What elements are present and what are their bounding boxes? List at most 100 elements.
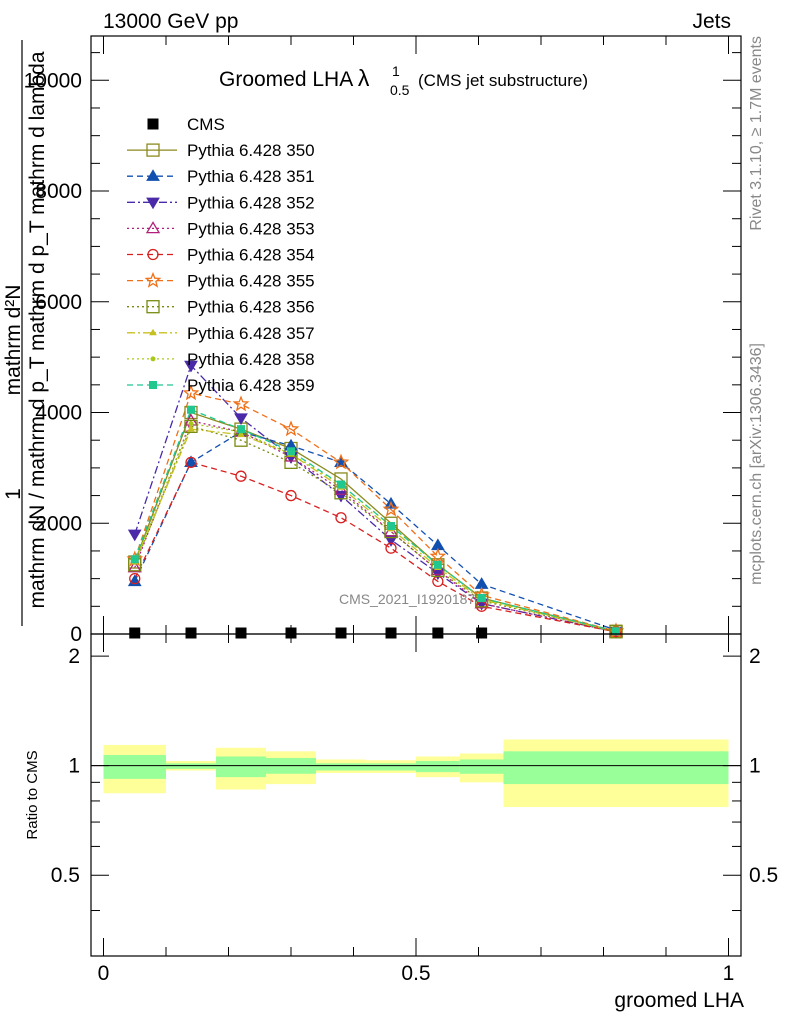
legend-marker <box>146 197 160 210</box>
ratio-band-inner <box>316 763 366 771</box>
legend-label: Pythia 6.428 354 <box>187 246 315 265</box>
main-y-tick-labels: 0 2000 4000 6000 8000 10000 <box>24 69 82 646</box>
data-point-CMS <box>335 627 347 639</box>
data-point-352 <box>127 529 142 542</box>
data-point-354 <box>185 456 197 469</box>
title-note: (CMS jet substructure) <box>418 71 588 90</box>
legend-label: Pythia 6.428 350 <box>187 141 315 160</box>
y-tick-label: 4000 <box>35 402 82 425</box>
data-point-355 <box>429 547 447 564</box>
ratio-panel: 0.5 0.51 12 2 0 0.5 1 <box>51 633 778 985</box>
legend-marker <box>150 356 156 362</box>
data-point-357 <box>187 425 195 432</box>
rivet-label: Rivet 3.1.10, ≥ 1.7M events <box>748 36 765 231</box>
legend-item-353: Pythia 6.428 353 <box>127 219 315 238</box>
y-label-top: 1 <box>2 488 25 500</box>
data-point-354 <box>235 470 247 482</box>
data-point-359 <box>433 560 442 569</box>
legend: CMS Pythia 6.428 350 Pythia 6.428 351 Pythi… <box>127 115 315 395</box>
title-sup: 1 <box>392 63 400 79</box>
ratio-x-tick-label: 1 <box>723 962 735 985</box>
ratio-axis-ticks <box>91 634 741 956</box>
data-point-359 <box>477 594 486 603</box>
y-tick-label: 8000 <box>35 180 82 203</box>
legend-marker <box>147 118 159 130</box>
data-point-352 <box>234 413 248 426</box>
category-label: Jets <box>692 10 731 33</box>
legend-label: Pythia 6.428 356 <box>187 298 315 317</box>
title-main: Groomed LHA <box>219 68 358 91</box>
data-point-359 <box>187 405 195 414</box>
legend-item-CMS: CMS <box>147 115 225 134</box>
data-point-359 <box>387 522 395 531</box>
main-panel: 0 2000 4000 6000 8000 10000 <box>24 35 742 646</box>
legend-marker <box>146 300 160 314</box>
ratio-y-tick-label-right: 1 <box>749 755 761 778</box>
legend-marker <box>149 381 157 389</box>
data-point-CMS <box>129 627 141 639</box>
legend-item-352: Pythia 6.428 352 <box>127 193 315 212</box>
legend-label: CMS <box>187 115 225 134</box>
legend-label: Pythia 6.428 358 <box>187 350 315 369</box>
ratio-band-inner <box>416 760 460 773</box>
beam-label: 13000 GeV pp <box>103 10 238 33</box>
data-point-358 <box>188 421 194 427</box>
x-axis-label: groomed LHA <box>614 989 744 1012</box>
title-sub: 0.5 <box>390 82 410 98</box>
data-point-354 <box>285 489 297 502</box>
ratio-band-inner <box>216 756 266 778</box>
y-label-numerator: mathrm d²N <box>2 285 25 396</box>
legend-label: Pythia 6.428 359 <box>187 376 315 395</box>
y-tick-label: 6000 <box>35 291 82 314</box>
data-point-359 <box>612 627 620 636</box>
legend-marker <box>146 143 160 157</box>
data-point-355 <box>282 420 300 437</box>
data-point-353 <box>127 560 142 573</box>
y-tick-label: 0 <box>70 623 82 646</box>
legend-item-359: Pythia 6.428 359 <box>127 376 315 395</box>
series-markers <box>126 360 625 639</box>
data-point-354 <box>129 572 141 585</box>
ratio-band-inner <box>103 754 166 779</box>
legend-label: Pythia 6.428 357 <box>187 324 315 343</box>
data-point-359 <box>287 447 295 456</box>
data-point-CMS <box>476 627 488 639</box>
svg-text:Groomed LHA λ: Groomed LHA λ <box>219 65 370 91</box>
analysis-watermark: CMS_2021_I1920187 <box>339 591 475 607</box>
data-point-352 <box>184 360 198 373</box>
data-point-CMS <box>185 627 197 639</box>
ratio-y-tick-label-right: 0.5 <box>749 864 778 887</box>
data-point-CMS <box>432 627 444 639</box>
ratio-x-tick-labels: 0 0.5 1 <box>98 962 735 985</box>
legend-item-355: Pythia 6.428 355 <box>127 272 315 291</box>
legend-item-357: Pythia 6.428 357 <box>127 324 315 343</box>
legend-label: Pythia 6.428 355 <box>187 272 315 291</box>
ratio-y-axis-label: Ratio to CMS <box>24 750 41 839</box>
ratio-band-inner <box>366 763 416 771</box>
ratio-bands <box>103 739 729 807</box>
legend-marker <box>144 271 162 288</box>
series-line-353 <box>134 420 617 633</box>
legend-marker <box>147 248 159 261</box>
legend-item-354: Pythia 6.428 354 <box>127 246 315 265</box>
data-point-356 <box>609 625 623 639</box>
data-point-CMS <box>235 627 247 639</box>
y-label-denominator: mathrm dN / mathrm d p_T mathrm d p_T ma… <box>26 51 49 608</box>
plot-title: Groomed LHA λ 1 0.5 (CMS jet substructur… <box>219 63 588 98</box>
main-axis-ticks <box>91 36 741 635</box>
legend-item-358: Pythia 6.428 358 <box>127 350 315 369</box>
data-point-355 <box>332 453 350 470</box>
ratio-x-tick-label: 0.5 <box>401 962 430 985</box>
legend-item-351: Pythia 6.428 351 <box>127 167 315 186</box>
ratio-band-inner <box>503 751 729 785</box>
legend-item-356: Pythia 6.428 356 <box>127 298 315 317</box>
ratio-x-tick-label: 0 <box>98 962 110 985</box>
ratio-y-tick-label: 1 <box>68 755 80 778</box>
series-line-359 <box>134 408 617 632</box>
title-symbol: λ <box>358 65 370 91</box>
data-point-354 <box>335 512 347 524</box>
ratio-band-inner <box>459 759 504 774</box>
legend-marker <box>145 221 161 234</box>
main-y-axis-label: 1 mathrm d²N mathrm dN / mathrm d p_T ma… <box>2 40 49 626</box>
data-point-356 <box>184 419 198 434</box>
